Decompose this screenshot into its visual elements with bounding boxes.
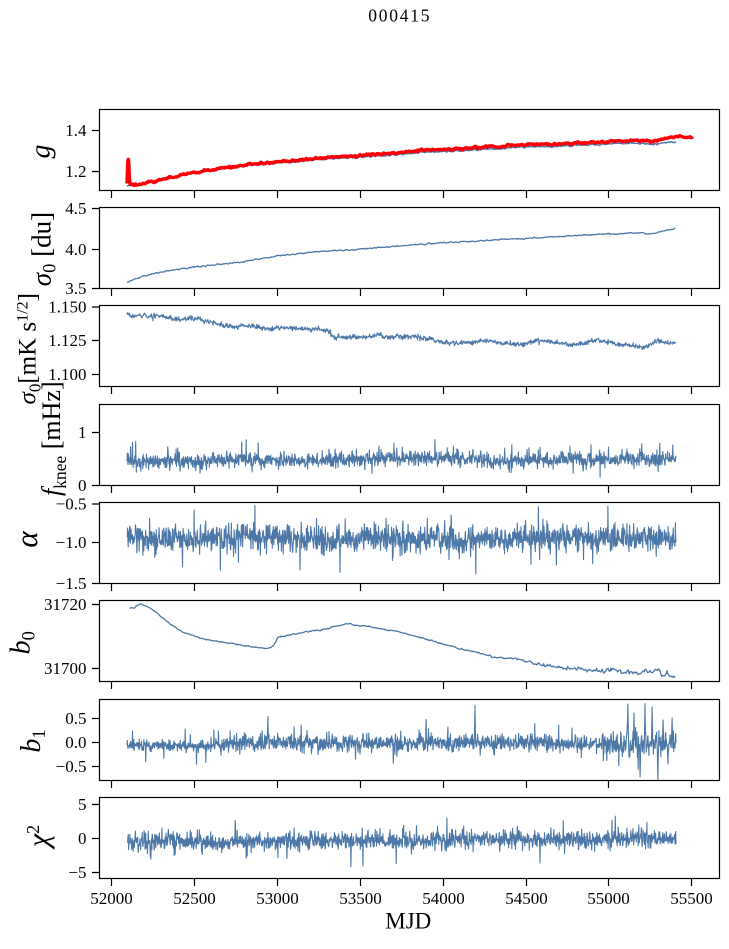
svg-text:σ0[mK s1/2]: σ0[mK s1/2] [15,293,45,404]
svg-text:1.150: 1.150 [48,298,86,317]
svg-text:1.100: 1.100 [48,365,86,384]
svg-text:MJD: MJD [385,909,431,934]
svg-text:0: 0 [78,476,87,495]
svg-text:−1.5: −1.5 [56,574,87,593]
svg-text:1.125: 1.125 [48,331,86,350]
svg-text:4.5: 4.5 [65,199,86,218]
svg-text:54500: 54500 [505,889,548,908]
svg-text:31700: 31700 [44,659,87,678]
svg-text:−0.5: −0.5 [56,495,87,514]
svg-text:−0.5: −0.5 [56,757,87,776]
svg-text:55500: 55500 [670,889,713,908]
svg-text:0: 0 [78,829,87,848]
svg-text:α: α [9,531,44,548]
svg-text:1.4: 1.4 [65,121,87,140]
svg-text:52000: 52000 [90,889,133,908]
svg-text:52500: 52500 [173,889,216,908]
svg-text:0.5: 0.5 [65,709,86,728]
svg-text:54000: 54000 [422,889,465,908]
svg-text:1: 1 [78,423,87,442]
svg-text:53500: 53500 [339,889,382,908]
svg-text:−1.0: −1.0 [56,533,87,552]
svg-text:53000: 53000 [256,889,299,908]
svg-text:g: g [25,145,56,159]
svg-text:σ0 [du]: σ0 [du] [27,212,61,286]
svg-text:0.0: 0.0 [65,733,86,752]
svg-text:χ2: χ2 [22,825,55,850]
svg-text:5: 5 [78,795,87,814]
svg-text:4.0: 4.0 [65,240,86,259]
svg-text:b0: b0 [6,631,40,654]
svg-text:55000: 55000 [587,889,630,908]
svg-text:000415: 000415 [368,6,431,26]
svg-text:b1: b1 [16,729,50,752]
svg-text:1.2: 1.2 [65,162,86,181]
svg-text:−5: −5 [68,863,86,882]
svg-text:3.5: 3.5 [65,279,86,298]
svg-text:31720: 31720 [44,595,87,614]
svg-text:fknee [mHz]: fknee [mHz] [37,381,70,496]
